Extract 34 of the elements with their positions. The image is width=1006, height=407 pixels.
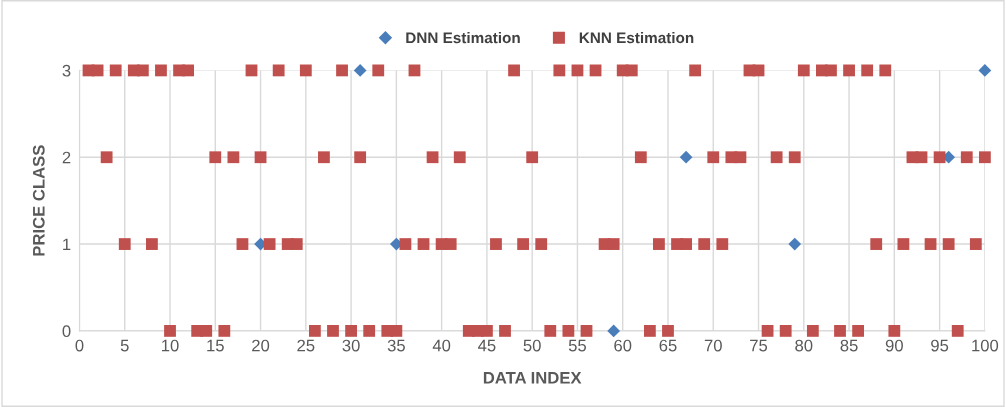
x-tick-label: 70 [704, 339, 722, 352]
x-tick-label: 40 [432, 339, 451, 352]
x-tick-label: 25 [297, 339, 315, 352]
x-tick-label: 5 [120, 339, 129, 352]
point [978, 64, 992, 77]
x-tick-label: 20 [252, 339, 270, 352]
y-axis-title: PRICE CLASS [32, 145, 45, 256]
x-tick-label: 100 [972, 339, 999, 352]
point [607, 324, 621, 338]
x-tick-label: 80 [795, 339, 813, 352]
y-tick-label: 1 [63, 238, 71, 251]
y-tick-label: 2 [62, 151, 71, 164]
x-tick-label: 90 [885, 339, 903, 352]
x-tick-label: 60 [614, 339, 632, 352]
y-tick-label: 3 [62, 64, 71, 77]
y-tick-label: 0 [62, 325, 71, 338]
legend-label: DNN Estimation [406, 32, 520, 44]
x-tick-label: 30 [342, 339, 360, 352]
point [353, 64, 367, 77]
x-tick-label: 35 [387, 339, 405, 352]
x-tick-label: 45 [478, 339, 496, 352]
legend-label: KNN Estimation [579, 32, 694, 44]
x-tick-label: 55 [568, 339, 587, 352]
x-tick-label: 10 [162, 339, 179, 352]
x-tick-label: 15 [207, 339, 224, 352]
x-tick-label: 0 [75, 339, 84, 352]
x-tick-label: 50 [523, 339, 541, 352]
point [679, 150, 693, 164]
point [788, 237, 802, 251]
x-tick-label: 75 [750, 339, 768, 352]
x-axis-title: DATA INDEX [483, 372, 582, 384]
x-tick-label: 85 [840, 339, 858, 352]
x-tick-label: 65 [659, 339, 677, 352]
x-tick-label: 95 [931, 339, 949, 352]
